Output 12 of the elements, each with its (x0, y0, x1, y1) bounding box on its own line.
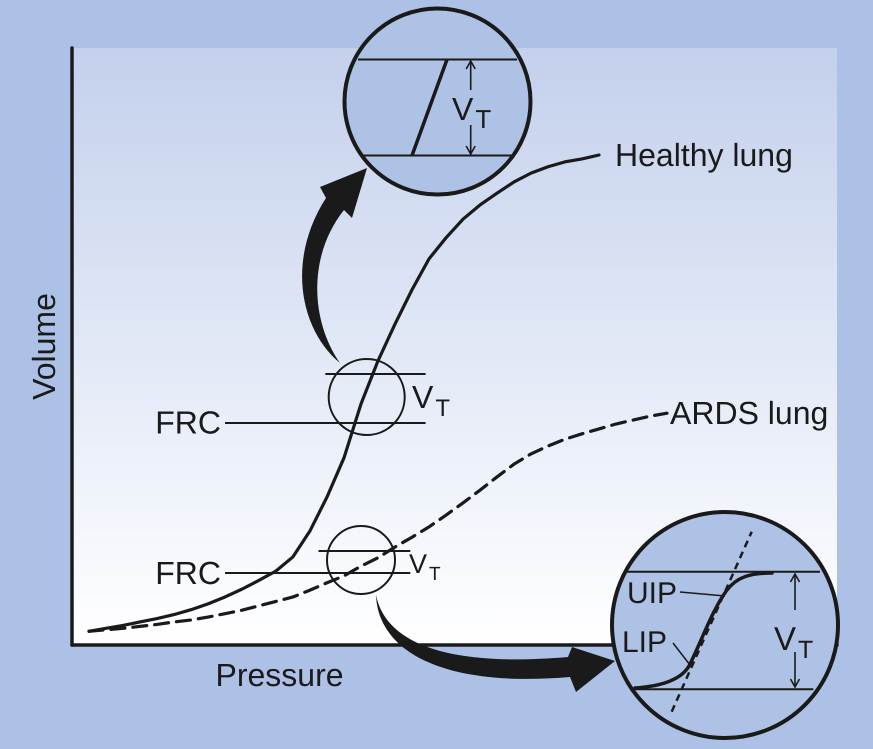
series-label: Healthy lung (615, 137, 793, 173)
x-axis-title: Pressure (215, 657, 344, 693)
annotation: LIP (622, 626, 668, 659)
annotation: V$_{T}$ (409, 549, 442, 585)
annotation: V$_{T}$ (412, 379, 450, 422)
ref-line-label: FRC (155, 554, 221, 591)
annotation: UIP (627, 577, 678, 610)
series-label: ARDS lung (670, 395, 828, 432)
y-axis-title: Volume (26, 293, 62, 400)
annotation: V$_{T}$ (774, 620, 814, 664)
ref-line-label: FRC (155, 404, 221, 441)
text: V$_{T}$ (452, 91, 492, 134)
